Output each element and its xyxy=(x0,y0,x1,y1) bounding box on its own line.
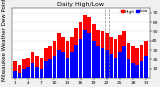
Bar xyxy=(136,65,139,78)
Text: Milwaukee Weather Dew Point: Milwaukee Weather Dew Point xyxy=(2,0,7,81)
Bar xyxy=(48,46,52,78)
Bar xyxy=(79,39,82,78)
Bar xyxy=(101,31,104,78)
Bar xyxy=(101,48,104,78)
Bar xyxy=(66,41,69,78)
Bar xyxy=(13,61,17,78)
Bar xyxy=(40,58,43,78)
Bar xyxy=(35,56,39,78)
Bar xyxy=(127,60,130,78)
Bar xyxy=(44,48,48,78)
Bar xyxy=(131,46,135,78)
Bar xyxy=(105,50,109,78)
Bar xyxy=(31,52,34,78)
Bar xyxy=(61,37,65,78)
Bar xyxy=(140,61,144,78)
Bar xyxy=(48,60,52,78)
Title: Daily High/Low: Daily High/Low xyxy=(57,2,104,7)
Bar xyxy=(96,46,100,78)
Bar xyxy=(57,50,61,78)
Bar xyxy=(127,43,130,78)
Bar xyxy=(70,37,74,78)
Bar xyxy=(13,71,17,78)
Bar xyxy=(66,58,69,78)
Bar xyxy=(96,30,100,78)
Bar xyxy=(140,45,144,78)
Bar xyxy=(57,33,61,78)
Bar xyxy=(109,37,113,78)
Bar xyxy=(88,17,91,78)
Bar xyxy=(31,63,34,78)
Bar xyxy=(105,33,109,78)
Bar xyxy=(40,69,43,78)
Legend: High, Low: High, Low xyxy=(120,9,149,14)
Bar xyxy=(131,63,135,78)
Bar xyxy=(136,48,139,78)
Bar xyxy=(74,45,78,78)
Bar xyxy=(22,69,26,78)
Bar xyxy=(92,24,96,78)
Bar xyxy=(18,73,21,78)
Bar xyxy=(144,41,148,78)
Bar xyxy=(74,28,78,78)
Bar xyxy=(44,61,48,78)
Bar xyxy=(61,52,65,78)
Bar xyxy=(122,31,126,78)
Bar xyxy=(122,46,126,78)
Bar xyxy=(53,56,56,78)
Bar xyxy=(88,33,91,78)
Bar xyxy=(83,15,87,78)
Bar xyxy=(92,41,96,78)
Bar xyxy=(26,67,30,78)
Bar xyxy=(109,54,113,78)
Bar xyxy=(144,56,148,78)
Bar xyxy=(26,58,30,78)
Bar xyxy=(83,30,87,78)
Bar xyxy=(79,22,82,78)
Bar xyxy=(22,60,26,78)
Bar xyxy=(114,58,117,78)
Bar xyxy=(70,52,74,78)
Bar xyxy=(35,67,39,78)
Bar xyxy=(18,65,21,78)
Bar xyxy=(118,52,122,78)
Bar xyxy=(114,39,117,78)
Bar xyxy=(53,41,56,78)
Bar xyxy=(118,35,122,78)
